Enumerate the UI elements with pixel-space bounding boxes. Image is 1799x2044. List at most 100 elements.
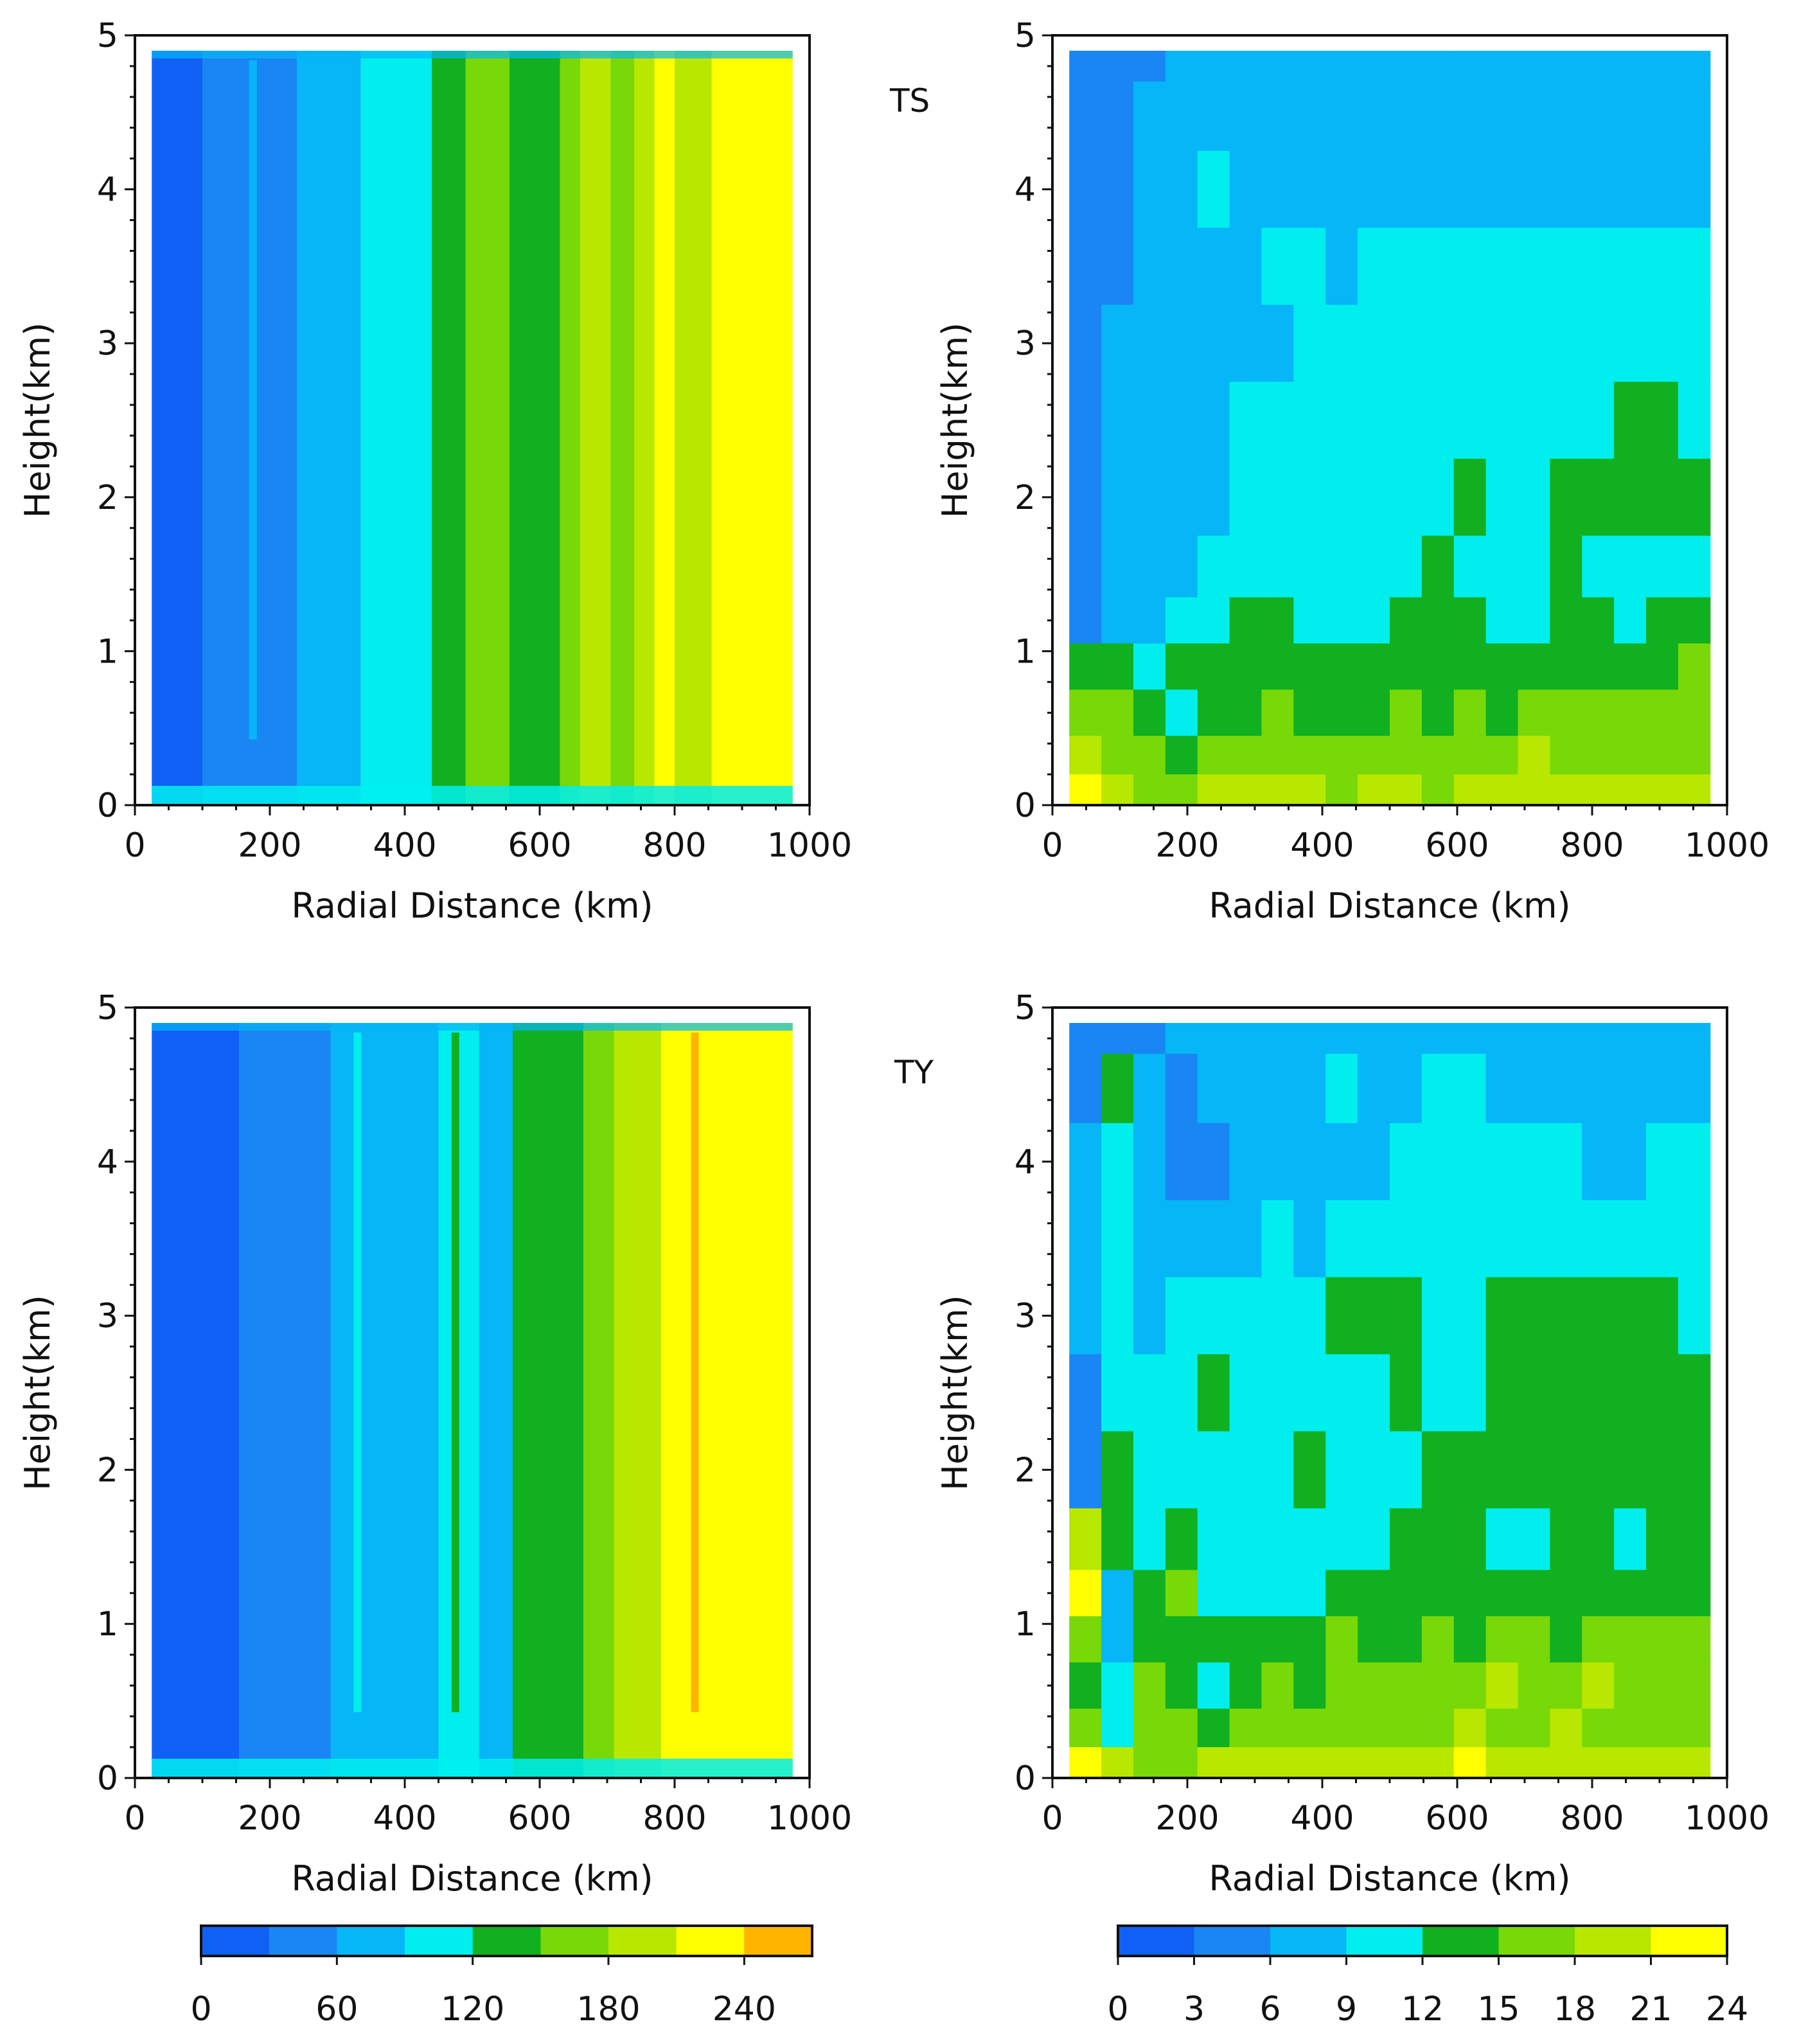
contour-cell [1325,1053,1358,1124]
colorbar-swatch-1 [269,1926,337,1956]
contour-cell [1197,1354,1230,1432]
contour-cell [1485,1431,1519,1509]
contour-cell [1518,643,1550,690]
contour-cell [1101,1709,1134,1748]
contour-cell [1197,689,1230,736]
contour-band-10 [634,50,655,806]
contour-cell [1293,1570,1326,1617]
contour-cell [1069,1747,1102,1779]
x-axis-label: Radial Distance (km) [291,1858,653,1899]
contour-cell [1614,643,1647,690]
contour-cell [1069,1616,1102,1663]
x-tick-label: 600 [1425,1799,1489,1838]
contour-cell [1518,1200,1550,1278]
contour-cell [1101,458,1134,537]
contour-cell [1325,1570,1358,1617]
contour-cell [1133,1123,1166,1201]
x-tick-label: 600 [1425,826,1489,865]
contour-cell [1485,81,1519,152]
contour-cell [1421,227,1455,305]
contour-cell [1678,1709,1711,1748]
contour-cell [1646,1053,1679,1124]
contour-cell [1550,689,1582,736]
contour-cell [1550,1123,1582,1201]
contour-cell [1069,1431,1102,1509]
contour-cell [1261,774,1294,806]
contour-cell [1390,597,1422,644]
contour-cell [1325,305,1358,382]
contour-cell [1229,1431,1263,1509]
contour-cell [1133,1431,1166,1509]
contour-cell [1165,1022,1198,1054]
contour-cell [1293,305,1326,382]
contour-cell [1197,597,1230,644]
x-tick-label: 1000 [1685,826,1769,865]
contour-cell [1550,1508,1582,1570]
y-tick-label: 4 [1015,171,1036,209]
contour-cell [1133,774,1166,806]
contour-cell [1261,1616,1294,1663]
contour-cell [1293,1508,1326,1570]
contour-cell [1133,1022,1166,1054]
colorbar-tick-label: 9 [1336,1990,1357,2029]
contour-cell [1101,1123,1134,1201]
contour-cell [1518,1709,1550,1748]
panel-label-ts: TS [890,82,930,120]
contour-cell [1485,1354,1519,1432]
contour-cell [1582,736,1615,775]
x-tick-label: 800 [642,826,706,865]
contour-cell [1293,1123,1326,1201]
contour-cell [1101,1508,1134,1570]
contour-cell [1358,1508,1390,1570]
colorbar-swatch-3 [1346,1926,1423,1956]
contour-cell [1485,1200,1519,1278]
contour-cell [1453,1354,1487,1432]
contour-cell [1453,1709,1487,1748]
contour-cell [1229,1022,1263,1054]
contour-cell [1678,1123,1711,1201]
contour-cell [1358,1354,1390,1432]
contour-cell [1325,1616,1358,1663]
contour-band-5 [513,1022,584,1778]
contour-cell [1390,1616,1422,1663]
contour-cell [1582,535,1615,598]
contour-cell [1197,150,1230,229]
contour-cell [1293,1053,1326,1124]
contour-cell [1550,81,1582,152]
contour-cell [1165,1354,1198,1432]
contour-cell [1421,1431,1455,1509]
contour-cell [1485,1747,1519,1779]
contour-cell [1197,1616,1230,1663]
colorbar-tick-label: 24 [1706,1990,1748,2029]
contour-cell [1518,1123,1550,1201]
contour-cell [1358,1277,1390,1355]
contour-band-6 [509,50,560,806]
contour-cell [1261,50,1294,82]
contour-cell [1390,1022,1422,1054]
contour-cell [1325,535,1358,598]
contour-cell [1325,774,1358,806]
contour-cell [1165,689,1198,736]
contour-cell [1485,227,1519,305]
contour-cell [1485,1570,1519,1617]
contour-cell [1614,1123,1647,1201]
contour-cell [1390,1431,1422,1509]
contour-cell [1133,1709,1166,1748]
contour-cell [1485,535,1519,598]
contour-cell [1421,643,1455,690]
contour-cell [1165,1200,1198,1278]
contour-cell [1261,1123,1294,1201]
contour-cell [1358,81,1390,152]
contour-cell [1390,1508,1422,1570]
contour-cell [1550,1022,1582,1054]
contour-cell [1421,1200,1455,1278]
contour-cell [1453,643,1487,690]
contour-cell [1101,774,1134,806]
contour-cell [1453,1022,1487,1054]
contour-cell [1261,1022,1294,1054]
top-layer [152,50,793,58]
contour-cell [1678,1022,1711,1054]
contour-cell [1293,1200,1326,1278]
contour-cell [1069,81,1102,152]
contour-cell [1582,1747,1615,1779]
